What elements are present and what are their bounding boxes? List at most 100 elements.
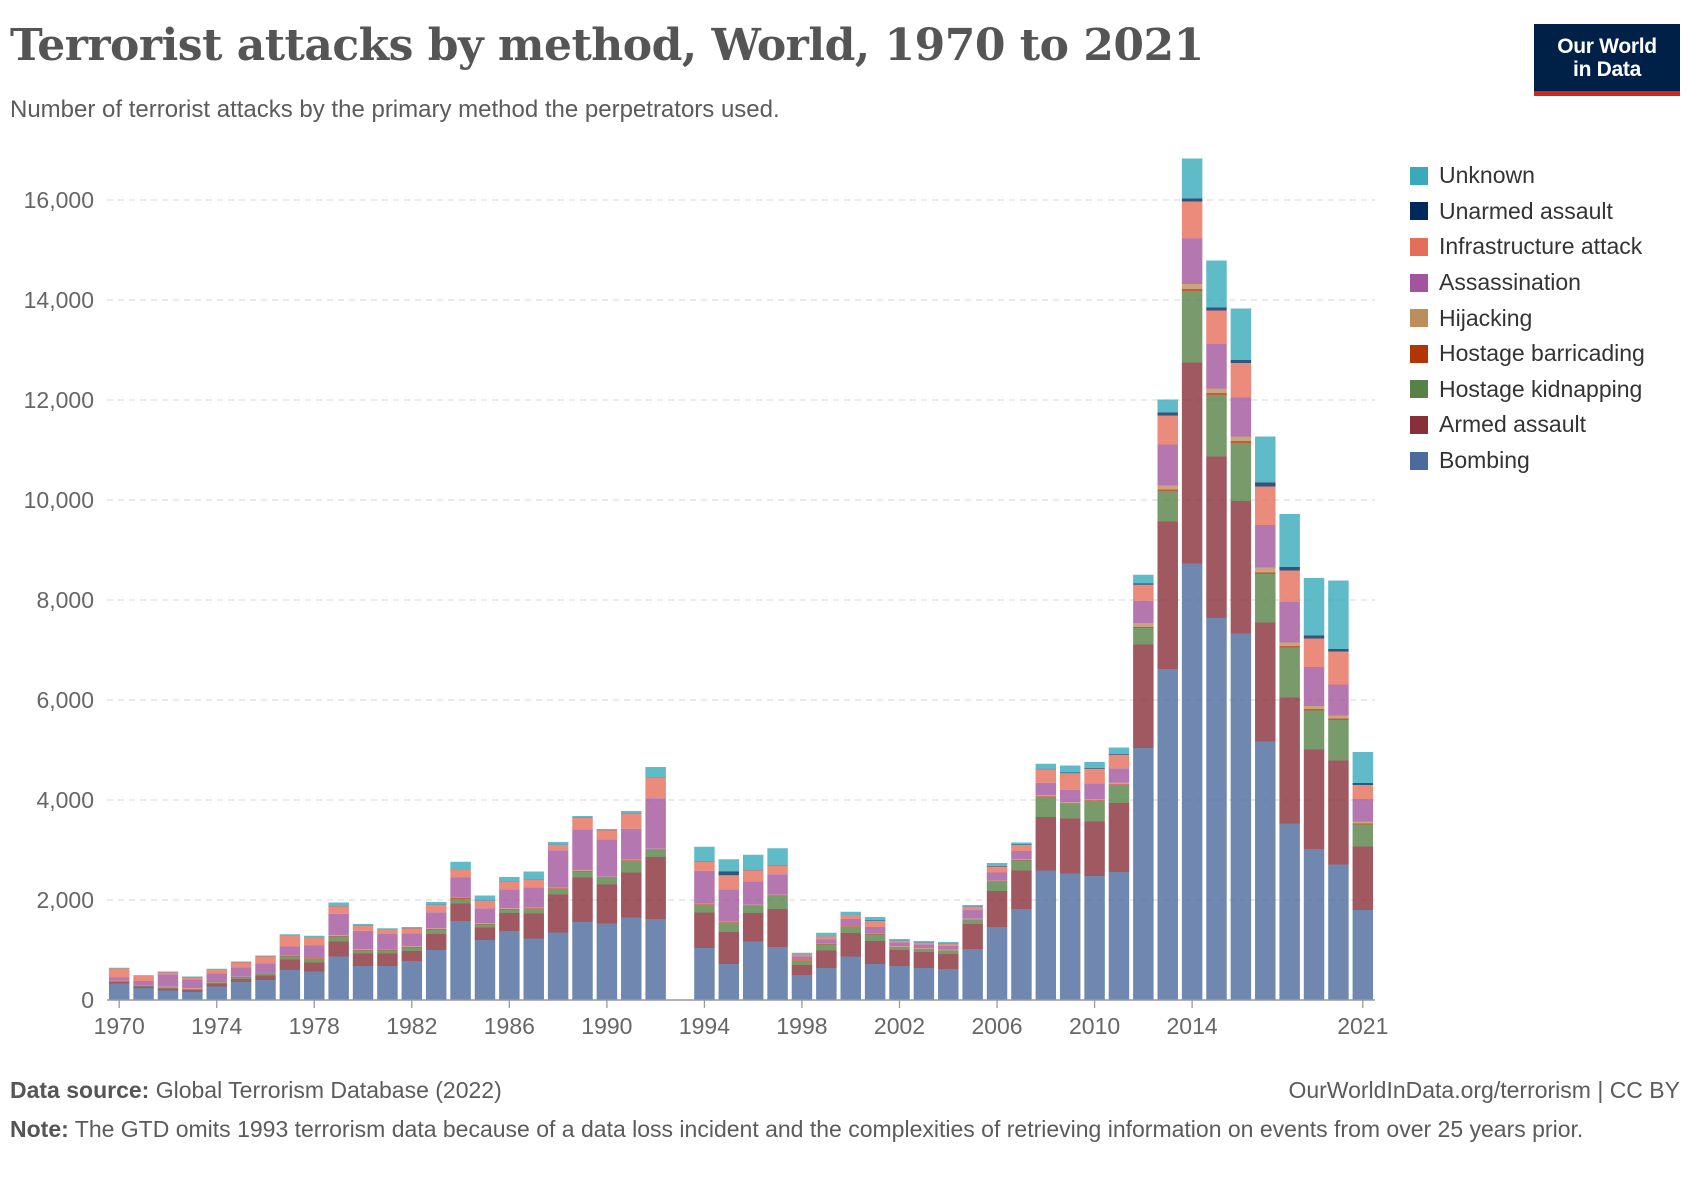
bar-segment[interactable] [1352, 824, 1374, 847]
bar-segment[interactable] [645, 767, 666, 777]
bar-segment[interactable] [938, 950, 959, 955]
bar-segment[interactable] [742, 905, 764, 906]
bar-segment[interactable] [1279, 514, 1300, 567]
bar-segment[interactable] [889, 950, 910, 966]
bar-segment[interactable] [694, 846, 715, 862]
bar-segment[interactable] [1206, 388, 1227, 394]
bar-segment[interactable] [425, 904, 447, 913]
bar-segment[interactable] [377, 949, 398, 951]
legend-item[interactable]: Bombing [1410, 443, 1645, 479]
bar-segment[interactable] [864, 933, 886, 935]
bar-segment[interactable] [401, 961, 423, 1000]
bar-segment[interactable] [621, 872, 642, 918]
bar-segment[interactable] [1352, 783, 1374, 785]
bar-segment[interactable] [718, 964, 740, 1000]
bar-segment[interactable] [377, 966, 398, 1000]
bar-segment[interactable] [816, 968, 837, 1000]
bar-segment[interactable] [474, 927, 496, 941]
bar-segment[interactable] [962, 905, 983, 907]
bar-segment[interactable] [1352, 910, 1374, 1000]
bar-segment[interactable] [255, 974, 276, 976]
bar-segment[interactable] [1011, 859, 1032, 860]
bar-segment[interactable] [1011, 860, 1032, 871]
bar-segment[interactable] [1035, 795, 1057, 797]
bar-segment[interactable] [1157, 444, 1178, 486]
bar-segment[interactable] [377, 929, 398, 935]
bar-segment[interactable] [938, 942, 959, 944]
bar-segment[interactable] [401, 947, 423, 952]
bar-segment[interactable] [1352, 752, 1374, 783]
bar-segment[interactable] [425, 902, 447, 905]
bar-segment[interactable] [255, 963, 276, 974]
bar-segment[interactable] [499, 889, 520, 909]
bar-segment[interactable] [840, 933, 861, 957]
bar-segment[interactable] [694, 948, 715, 1000]
bar-segment[interactable] [377, 950, 398, 951]
bar-segment[interactable] [450, 921, 471, 1000]
bar-segment[interactable] [547, 887, 569, 889]
bar-segment[interactable] [572, 877, 593, 923]
bar-segment[interactable] [1206, 456, 1227, 619]
bar-segment[interactable] [377, 953, 398, 967]
bar-segment[interactable] [450, 899, 471, 904]
bar-segment[interactable] [304, 945, 325, 959]
bar-segment[interactable] [1230, 443, 1252, 501]
bar-segment[interactable] [840, 926, 861, 927]
bar-segment[interactable] [1157, 399, 1178, 413]
bar-segment[interactable] [1108, 784, 1130, 785]
bar-segment[interactable] [182, 979, 203, 989]
bar-segment[interactable] [1352, 785, 1374, 799]
bar-segment[interactable] [1059, 765, 1081, 773]
bar-segment[interactable] [791, 965, 813, 975]
bar-segment[interactable] [1352, 821, 1374, 824]
bar-segment[interactable] [864, 934, 886, 942]
bar-segment[interactable] [596, 830, 618, 840]
bar-segment[interactable] [206, 969, 227, 974]
bar-segment[interactable] [1328, 718, 1349, 721]
bar-segment[interactable] [425, 934, 447, 950]
bar-segment[interactable] [1108, 754, 1130, 755]
bar-segment[interactable] [1328, 580, 1349, 650]
bar-segment[interactable] [157, 988, 179, 991]
bar-segment[interactable] [864, 934, 886, 935]
bar-segment[interactable] [1181, 284, 1203, 289]
bar-segment[interactable] [938, 969, 959, 1000]
bar-segment[interactable] [377, 950, 398, 954]
bar-segment[interactable] [621, 813, 642, 829]
bar-segment[interactable] [718, 889, 740, 922]
bar-segment[interactable] [328, 902, 349, 907]
bar-segment[interactable] [986, 880, 1008, 882]
bar-segment[interactable] [279, 955, 301, 957]
bar-segment[interactable] [499, 908, 520, 909]
bar-segment[interactable] [108, 982, 130, 984]
bar-segment[interactable] [401, 946, 423, 948]
bar-segment[interactable] [1352, 799, 1374, 822]
bar-segment[interactable] [1206, 307, 1227, 311]
bar-segment[interactable] [596, 884, 618, 924]
bar-segment[interactable] [108, 967, 130, 969]
bar-segment[interactable] [913, 948, 935, 949]
bar-segment[interactable] [255, 955, 276, 957]
bar-segment[interactable] [621, 860, 642, 861]
bar-segment[interactable] [1157, 489, 1178, 492]
bar-segment[interactable] [1133, 628, 1154, 645]
bar-segment[interactable] [1303, 635, 1325, 639]
bar-segment[interactable] [1303, 578, 1325, 636]
bar-segment[interactable] [913, 952, 935, 968]
bar-segment[interactable] [352, 949, 374, 951]
bar-segment[interactable] [864, 921, 886, 927]
bar-segment[interactable] [377, 934, 398, 950]
bar-segment[interactable] [1108, 768, 1130, 783]
bar-segment[interactable] [182, 989, 203, 990]
bar-segment[interactable] [718, 875, 740, 890]
bar-segment[interactable] [157, 986, 179, 988]
bar-segment[interactable] [816, 932, 837, 937]
bar-segment[interactable] [133, 981, 154, 985]
bar-segment[interactable] [1328, 864, 1349, 1001]
bar-segment[interactable] [230, 977, 252, 980]
bar-segment[interactable] [304, 937, 325, 946]
bar-segment[interactable] [718, 871, 740, 876]
bar-segment[interactable] [1157, 491, 1178, 522]
bar-segment[interactable] [742, 854, 764, 870]
bar-segment[interactable] [1011, 860, 1032, 861]
